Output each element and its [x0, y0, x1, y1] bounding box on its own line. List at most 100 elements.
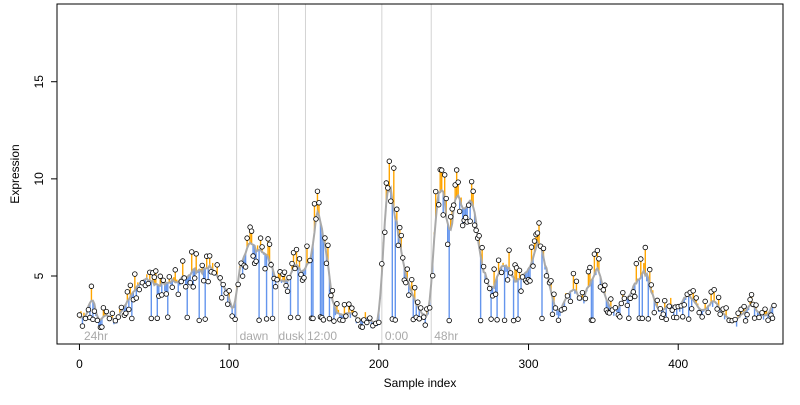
data-point: [467, 218, 473, 224]
data-point: [450, 202, 457, 208]
phase-label: 24hr: [84, 329, 108, 343]
data-point: [394, 206, 400, 212]
phase-label: dawn: [240, 329, 269, 343]
x-tick-label: 0: [76, 357, 83, 371]
data-point: [90, 316, 96, 323]
data-point: [769, 315, 776, 321]
data-point: [492, 291, 499, 297]
data-point: [531, 238, 538, 244]
data-point: [165, 314, 171, 320]
data-point: [543, 273, 550, 279]
data-point: [723, 305, 729, 311]
data-point: [296, 256, 303, 262]
data-point: [163, 291, 169, 297]
data-point: [157, 273, 163, 279]
data-point: [259, 244, 265, 250]
data-point: [590, 317, 596, 323]
data-point: [175, 291, 181, 298]
data-point: [549, 311, 556, 317]
data-point: [516, 267, 523, 274]
data-point: [106, 315, 113, 322]
x-tick-label: 400: [668, 357, 688, 371]
data-point: [759, 309, 765, 316]
data-point: [540, 245, 547, 252]
data-point: [214, 262, 220, 268]
data-point: [762, 306, 768, 312]
data-point: [765, 317, 771, 323]
data-point: [527, 278, 533, 284]
data-point: [322, 235, 328, 241]
data-point: [418, 305, 424, 311]
data-point: [184, 314, 190, 321]
data-point: [626, 315, 632, 321]
data-point: [741, 303, 747, 310]
data-point: [220, 281, 226, 288]
data-point: [154, 315, 160, 322]
data-point: [699, 314, 705, 320]
data-point: [181, 275, 187, 281]
data-point: [660, 311, 666, 317]
data-point: [262, 266, 268, 272]
data-point: [462, 214, 469, 221]
data-point: [355, 317, 361, 323]
data-point: [415, 299, 421, 305]
data-point: [551, 291, 557, 297]
data-point: [229, 313, 235, 319]
data-point: [323, 260, 330, 267]
data-point: [124, 289, 131, 295]
data-point: [688, 306, 695, 312]
data-point: [272, 284, 279, 290]
y-tick-label: 5: [32, 272, 46, 279]
data-point: [359, 324, 366, 330]
data-point: [751, 315, 758, 321]
data-point: [651, 309, 657, 316]
data-point: [395, 242, 401, 249]
y-axis: 5 10 15: [32, 75, 57, 279]
annotations-layer: 24hr dawn dusk 12:00 0:00 48hr: [84, 329, 458, 343]
data-point: [666, 303, 672, 309]
data-point: [250, 253, 256, 259]
data-point: [129, 315, 135, 322]
data-point: [455, 179, 461, 185]
data-point: [292, 265, 298, 272]
data-point: [283, 282, 289, 289]
data-point: [242, 264, 249, 270]
data-point: [587, 264, 593, 271]
data-point: [654, 297, 660, 304]
data-point: [548, 278, 554, 284]
data-point: [602, 282, 608, 288]
data-point: [298, 271, 304, 278]
data-point: [412, 284, 418, 291]
data-point: [696, 309, 702, 316]
data-point: [257, 235, 264, 241]
data-point: [148, 315, 155, 322]
data-point: [519, 274, 526, 280]
data-point: [576, 295, 583, 301]
data-point: [756, 314, 762, 321]
data-point: [488, 316, 494, 322]
data-point: [561, 305, 568, 312]
data-point: [205, 278, 211, 285]
data-point: [674, 314, 680, 321]
data-point: [189, 249, 195, 255]
data-point: [422, 322, 428, 328]
data-point: [539, 315, 545, 322]
data-point: [100, 305, 107, 311]
data-point: [76, 312, 83, 318]
data-point: [265, 236, 271, 242]
data-point: [187, 279, 193, 286]
data-point: [441, 172, 448, 178]
data-point: [608, 296, 614, 302]
data-point: [479, 244, 485, 251]
data-point: [518, 288, 524, 294]
data-point: [133, 295, 140, 301]
data-point: [567, 298, 574, 305]
y-tick-label: 15: [32, 75, 46, 89]
data-point: [433, 188, 439, 195]
data-point: [217, 275, 223, 281]
data-point: [416, 316, 422, 322]
data-point: [193, 251, 199, 257]
data-point: [400, 255, 406, 261]
data-point: [621, 295, 628, 302]
data-point: [627, 295, 634, 301]
